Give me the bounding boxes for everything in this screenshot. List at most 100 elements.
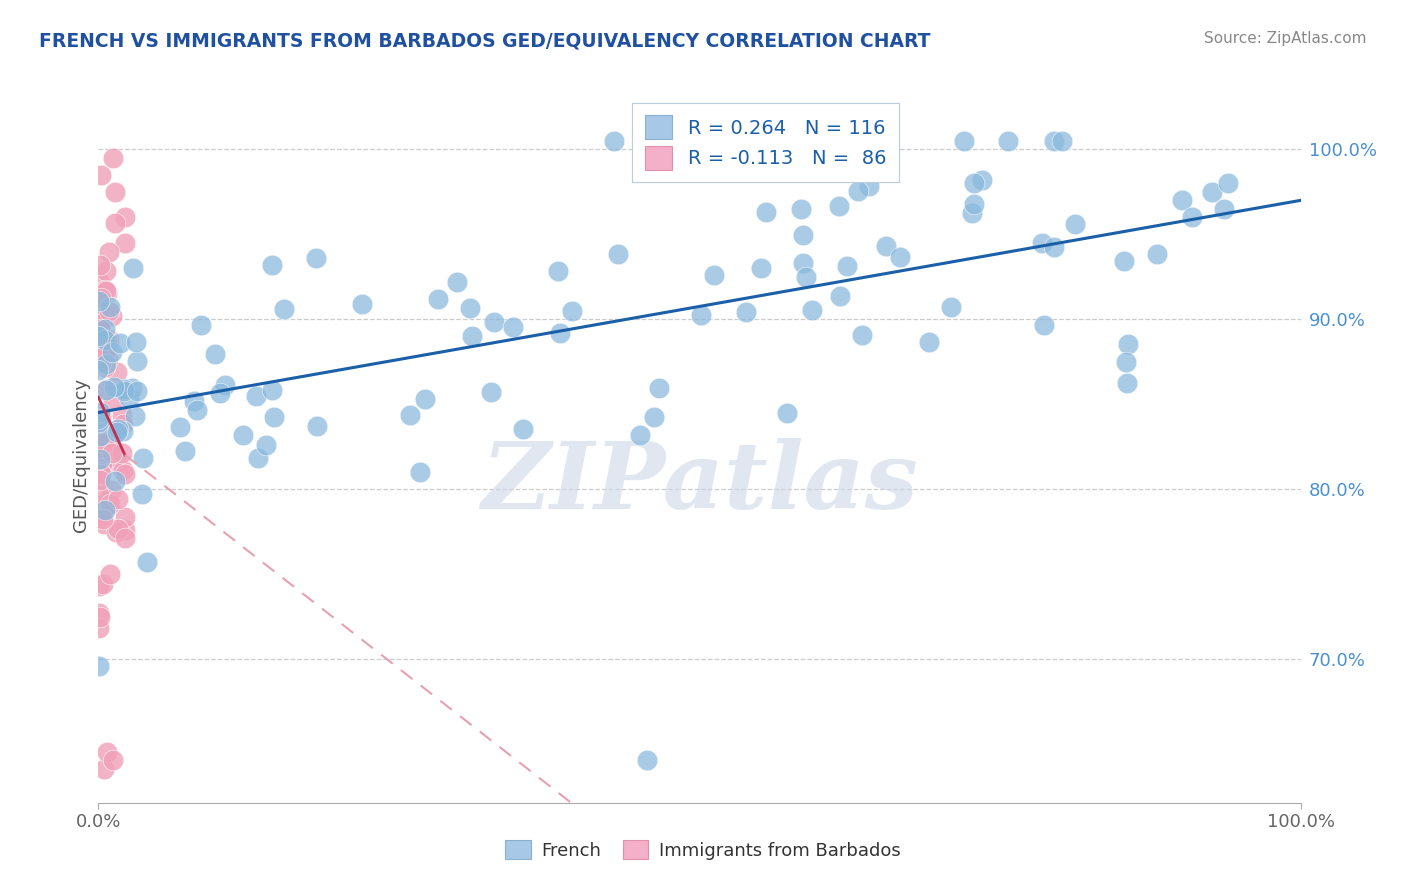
Point bbox=[89, 258, 111, 272]
Point bbox=[93, 517, 115, 532]
Point bbox=[1213, 202, 1236, 216]
Point bbox=[690, 308, 713, 322]
Point bbox=[100, 566, 122, 581]
Point bbox=[734, 304, 756, 318]
Point bbox=[460, 329, 482, 343]
Point bbox=[246, 450, 269, 465]
Point bbox=[114, 509, 136, 524]
Point bbox=[1116, 336, 1139, 351]
Point bbox=[112, 384, 135, 399]
Point bbox=[105, 365, 128, 379]
Point bbox=[90, 357, 112, 371]
Point bbox=[91, 512, 114, 526]
Point bbox=[603, 134, 626, 148]
Point bbox=[87, 458, 110, 473]
Point bbox=[107, 522, 129, 536]
Point bbox=[87, 285, 110, 300]
Point bbox=[94, 503, 117, 517]
Point bbox=[125, 353, 148, 368]
Point bbox=[828, 199, 851, 213]
Point bbox=[89, 310, 111, 324]
Point bbox=[112, 424, 135, 438]
Point bbox=[1033, 318, 1056, 333]
Point bbox=[89, 318, 111, 332]
Point bbox=[606, 247, 628, 261]
Point bbox=[889, 250, 911, 264]
Point bbox=[135, 555, 157, 569]
Point bbox=[97, 245, 120, 260]
Point bbox=[89, 473, 111, 487]
Point bbox=[647, 381, 669, 395]
Point bbox=[1146, 246, 1168, 260]
Point bbox=[105, 524, 128, 539]
Point bbox=[98, 441, 121, 455]
Point bbox=[941, 300, 963, 314]
Point bbox=[209, 386, 232, 401]
Point bbox=[100, 300, 122, 314]
Point bbox=[561, 304, 583, 318]
Point bbox=[792, 228, 814, 243]
Point bbox=[100, 345, 122, 359]
Point bbox=[87, 293, 110, 308]
Point bbox=[1052, 134, 1074, 148]
Legend: R = 0.264   N = 116, R = -0.113   N =  86: R = 0.264 N = 116, R = -0.113 N = 86 bbox=[633, 103, 898, 182]
Point bbox=[446, 275, 468, 289]
Point bbox=[105, 425, 128, 440]
Point bbox=[97, 351, 120, 366]
Point bbox=[1063, 217, 1085, 231]
Point bbox=[94, 347, 117, 361]
Point bbox=[643, 410, 665, 425]
Point bbox=[628, 427, 651, 442]
Point bbox=[111, 446, 134, 460]
Point bbox=[751, 261, 773, 276]
Point bbox=[112, 382, 135, 396]
Point bbox=[307, 418, 329, 433]
Point bbox=[918, 334, 941, 349]
Point bbox=[87, 413, 110, 427]
Y-axis label: GED/Equivalency: GED/Equivalency bbox=[72, 378, 90, 532]
Point bbox=[89, 420, 111, 434]
Point bbox=[100, 309, 122, 323]
Point bbox=[484, 314, 506, 328]
Point bbox=[122, 260, 145, 275]
Point bbox=[101, 151, 124, 165]
Point bbox=[89, 465, 111, 479]
Point bbox=[409, 465, 432, 479]
Point bbox=[103, 380, 125, 394]
Legend: French, Immigrants from Barbados: French, Immigrants from Barbados bbox=[498, 833, 908, 867]
Point bbox=[87, 363, 110, 377]
Point bbox=[548, 326, 571, 340]
Point bbox=[703, 268, 725, 282]
Point bbox=[98, 332, 121, 346]
Point bbox=[547, 263, 569, 277]
Point bbox=[90, 442, 112, 456]
Point bbox=[90, 336, 112, 351]
Point bbox=[997, 134, 1019, 148]
Point bbox=[90, 291, 112, 305]
Point bbox=[502, 320, 524, 334]
Point bbox=[100, 483, 122, 498]
Point bbox=[190, 318, 212, 333]
Point bbox=[101, 753, 124, 767]
Point bbox=[89, 415, 111, 429]
Point bbox=[512, 421, 534, 435]
Point bbox=[87, 275, 110, 289]
Point bbox=[89, 351, 111, 365]
Point bbox=[828, 289, 851, 303]
Point bbox=[1181, 211, 1204, 225]
Point bbox=[1042, 240, 1064, 254]
Point bbox=[846, 184, 869, 198]
Point bbox=[114, 235, 136, 250]
Point bbox=[97, 493, 120, 508]
Point bbox=[305, 251, 328, 265]
Point bbox=[96, 284, 118, 298]
Point bbox=[90, 457, 112, 471]
Point bbox=[103, 216, 125, 230]
Point bbox=[91, 456, 114, 470]
Point bbox=[114, 531, 136, 545]
Point bbox=[1115, 354, 1137, 368]
Point bbox=[107, 422, 129, 436]
Point bbox=[1043, 134, 1066, 148]
Point bbox=[232, 428, 254, 442]
Point bbox=[89, 450, 111, 464]
